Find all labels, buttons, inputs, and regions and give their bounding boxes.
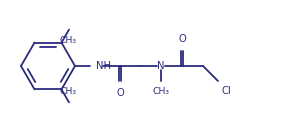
Text: NH: NH [96,61,111,71]
Text: O: O [116,88,124,98]
Text: CH₃: CH₃ [59,87,77,96]
Text: O: O [178,34,186,44]
Text: N: N [157,61,165,71]
Text: CH₃: CH₃ [152,87,169,96]
Text: CH₃: CH₃ [59,36,77,45]
Text: Cl: Cl [221,86,231,96]
